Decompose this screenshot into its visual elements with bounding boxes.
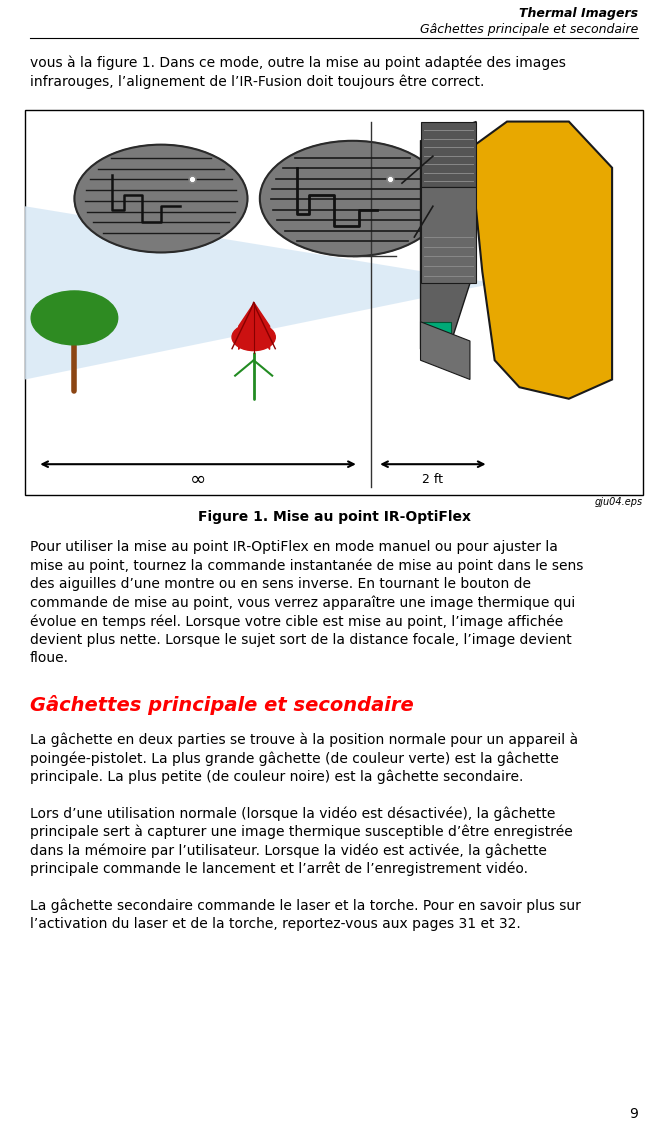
Text: principale commande le lancement et l’arrêt de l’enregistrement vidéo.: principale commande le lancement et l’ar… [30,861,528,876]
Text: mise au point, tournez la commande instantanée de mise au point dans le sens: mise au point, tournez la commande insta… [30,559,583,574]
Text: Thermal Imagers: Thermal Imagers [519,7,638,20]
Text: commande de mise au point, vous verrez apparaître une image thermique qui: commande de mise au point, vous verrez a… [30,595,575,610]
Text: Lors d’une utilisation normale (lorsque la vidéo est désactivée), la gâchette: Lors d’une utilisation normale (lorsque … [30,806,555,821]
Text: des aiguilles d’une montre ou en sens inverse. En tournant le bouton de: des aiguilles d’une montre ou en sens in… [30,577,531,590]
Text: Gâchettes principale et secondaire: Gâchettes principale et secondaire [30,694,413,715]
Text: Pour utiliser la mise au point IR‑OptiFlex en mode manuel ou pour ajuster la: Pour utiliser la mise au point IR‑OptiFl… [30,540,558,554]
Text: dans la mémoire par l’utilisateur. Lorsque la vidéo est activée, la gâchette: dans la mémoire par l’utilisateur. Lorsq… [30,843,547,858]
Text: devient plus nette. Lorsque le sujet sort de la distance focale, l’image devient: devient plus nette. Lorsque le sujet sor… [30,632,572,647]
Text: La gâchette en deux parties se trouve à la position normale pour un appareil à: La gâchette en deux parties se trouve à … [30,733,578,747]
Text: l’activation du laser et de la torche, reportez-vous aux pages 31 et 32.: l’activation du laser et de la torche, r… [30,917,521,930]
Bar [25,110,643,495]
Text: gju04.eps: gju04.eps [595,497,643,507]
Text: floue.: floue. [30,651,69,665]
Text: 9: 9 [629,1108,638,1121]
Text: La gâchette secondaire commande le laser et la torche. Pour en savoir plus sur: La gâchette secondaire commande le laser… [30,898,581,912]
Text: poingée-pistolet. La plus grande gâchette (de couleur verte) est la gâchette: poingée-pistolet. La plus grande gâchett… [30,751,559,765]
Text: Figure 1. Mise au point IR‑OptiFlex: Figure 1. Mise au point IR‑OptiFlex [198,510,470,524]
Text: Gâchettes principale et secondaire: Gâchettes principale et secondaire [420,23,638,36]
Text: évolue en temps réel. Lorsque votre cible est mise au point, l’image affichée: évolue en temps réel. Lorsque votre cibl… [30,614,563,629]
Text: principale. La plus petite (de couleur noire) est la gâchette secondaire.: principale. La plus petite (de couleur n… [30,770,523,784]
Text: vous à la figure 1. Dans ce mode, outre la mise au point adaptée des images
infr: vous à la figure 1. Dans ce mode, outre … [30,55,566,88]
Text: principale sert à capturer une image thermique susceptible d’être enregistrée: principale sert à capturer une image the… [30,824,572,839]
